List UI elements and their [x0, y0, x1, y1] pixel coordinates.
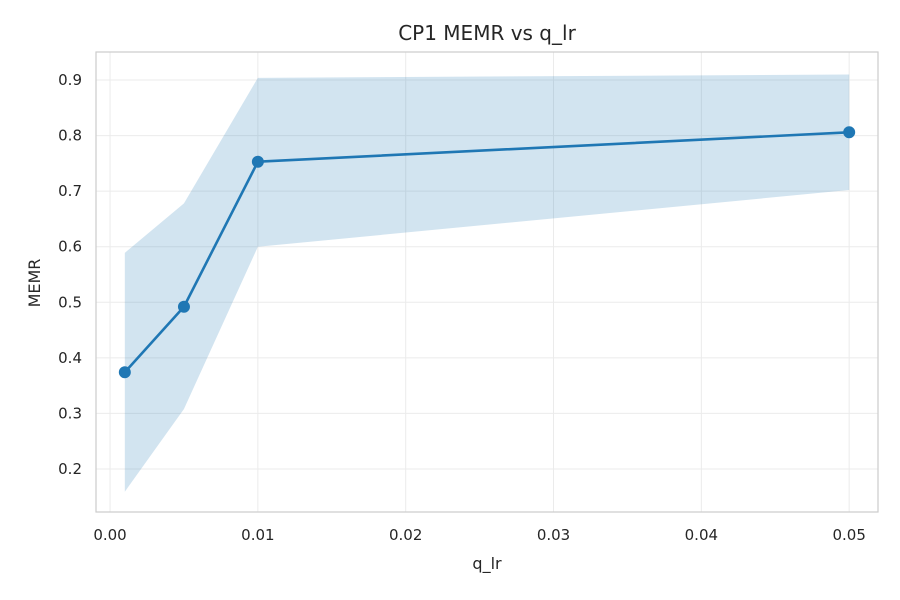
plot-frame: [95, 51, 879, 513]
y-tick-label: 0.6: [58, 238, 82, 256]
x-tick-label: 0.00: [93, 526, 126, 544]
y-tick-label: 0.3: [58, 404, 82, 422]
x-tick-label: 0.01: [241, 526, 274, 544]
x-tick-label: 0.05: [832, 526, 865, 544]
data-point: [251, 155, 264, 168]
x-tick-label: 0.03: [537, 526, 570, 544]
data-point: [118, 366, 131, 379]
line-layer: [123, 130, 850, 374]
x-tick-label: 0.04: [685, 526, 718, 544]
confidence-band: [124, 74, 850, 492]
x-tick-labels: 0.00 0.01 0.02 0.03 0.04 0.05: [93, 526, 866, 544]
y-tick-label: 0.8: [58, 127, 82, 145]
grid: [96, 52, 878, 512]
x-axis-label: q_lr: [472, 554, 502, 574]
y-tick-label: 0.5: [58, 293, 82, 311]
y-tick-label: 0.9: [58, 71, 82, 89]
y-tick-label: 0.4: [58, 349, 82, 367]
x-tick-label: 0.02: [389, 526, 422, 544]
chart-title: CP1 MEMR vs q_lr: [398, 21, 576, 45]
y-tick-label: 0.7: [58, 182, 82, 200]
series-line: [123, 130, 850, 374]
band-layer: [124, 74, 850, 492]
data-point: [843, 126, 856, 139]
data-point: [177, 300, 190, 313]
y-axis-label: MEMR: [25, 259, 44, 308]
y-tick-label: 0.2: [58, 460, 82, 478]
y-tick-labels: 0.2 0.3 0.4 0.5 0.6 0.7 0.8 0.9: [58, 71, 82, 478]
point-layer: [118, 126, 856, 379]
